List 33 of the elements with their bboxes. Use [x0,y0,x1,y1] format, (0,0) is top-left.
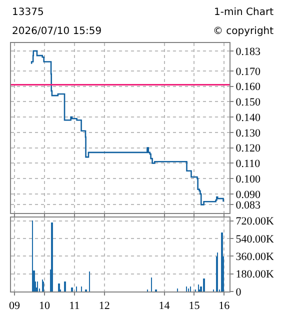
y-tick-label: 180.00K [236,268,274,281]
y-tick-label: 360.00K [236,251,274,264]
text: 1-min Chart [214,7,274,18]
y-tick-label: 0.140 [236,112,262,124]
y-tick-label: 720.00K [236,216,274,228]
text: © copyright [213,26,274,37]
y-tick-label: 0.130 [236,127,262,140]
y-tick-label: 0.160 [236,81,262,94]
y-tick-label: 0.100 [236,173,262,186]
x-tick-label: 10 [38,300,50,312]
x-tick-label: 09 [8,300,20,312]
y-tick-label: 0.170 [236,66,262,78]
y-tick-label: 0 [236,286,242,298]
y-tick-label: 0.090 [236,188,262,201]
x-tick-label: 16 [218,300,230,312]
bar [70,288,73,292]
x-tick-label: 11 [69,300,80,312]
chart-title: 13375 [12,7,44,18]
bar [58,284,60,292]
x-tick-label: 15 [188,300,200,312]
bar [202,278,205,292]
y-tick-label: 0.183 [236,46,262,58]
y-tick-label: 0.110 [236,158,261,170]
bar [64,282,66,292]
bar [220,232,223,292]
bar [50,222,53,292]
y-tick-label: 0.150 [236,96,262,109]
y-tick-label: 540.00K [236,233,274,246]
x-tick-label: 14 [158,300,170,312]
y-tick-label: 0.083 [236,200,262,212]
y-tick-label: 0.120 [236,142,262,155]
text: 2026/07/10 15:59 [12,26,102,37]
x-tick-label: 12 [98,300,110,312]
